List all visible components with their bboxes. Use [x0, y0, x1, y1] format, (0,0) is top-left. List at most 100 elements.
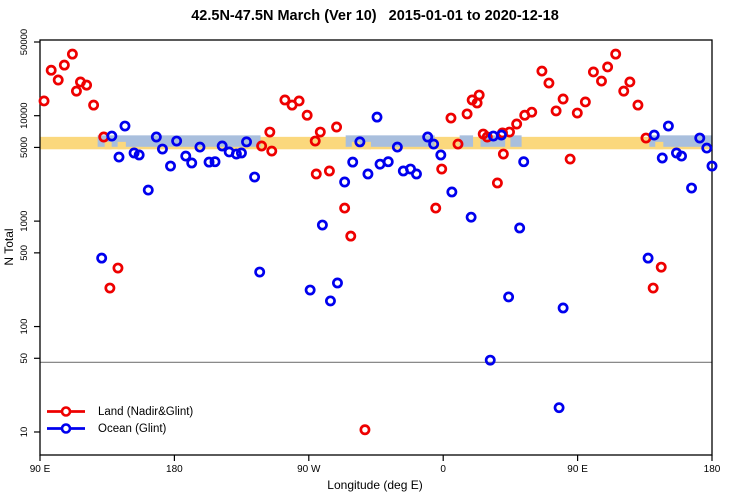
- data-point-ocean: [354, 136, 366, 148]
- y-tick-label: 50000: [19, 29, 30, 55]
- data-point-land: [596, 75, 607, 87]
- data-point-land: [70, 85, 82, 97]
- data-point-land: [345, 230, 357, 242]
- data-point-ocean: [209, 156, 221, 168]
- data-point-ocean: [157, 143, 168, 155]
- data-point-ocean: [694, 132, 706, 144]
- plot-border: [39, 39, 713, 456]
- data-point-land: [45, 64, 57, 76]
- y-tick-label: 10000: [19, 102, 30, 128]
- data-point-ocean: [514, 222, 526, 234]
- ocean-band-segment: [345, 135, 435, 147]
- data-point-land: [557, 93, 569, 105]
- data-point-ocean: [662, 120, 674, 132]
- data-point-land: [452, 138, 464, 150]
- land-fleck: [363, 141, 371, 150]
- data-point-land: [266, 145, 278, 157]
- data-point-ocean: [435, 149, 447, 161]
- legend-label-ocean: Ocean (Glint): [98, 422, 167, 435]
- data-point-land: [430, 202, 442, 214]
- data-point-ocean: [142, 184, 154, 196]
- legend-item-ocean: Ocean (Glint): [44, 420, 193, 437]
- data-point-ocean: [339, 176, 351, 188]
- land-fleck: [104, 141, 112, 150]
- data-point-land: [436, 163, 448, 175]
- data-point-land: [38, 95, 50, 107]
- data-point-ocean: [701, 142, 713, 154]
- data-point-ocean: [484, 354, 496, 366]
- data-point-land: [323, 165, 335, 177]
- data-point-land: [112, 262, 124, 274]
- data-point-land: [587, 66, 599, 78]
- data-point-ocean: [465, 211, 477, 223]
- data-point-ocean: [422, 131, 434, 143]
- data-point-ocean: [236, 147, 247, 159]
- data-point-land: [624, 76, 636, 88]
- data-point-ocean: [557, 302, 569, 314]
- data-point-land: [339, 202, 351, 214]
- data-point-land: [632, 99, 644, 111]
- y-tick-label: 1000: [19, 211, 30, 232]
- data-point-ocean: [203, 156, 215, 168]
- data-point-ocean: [391, 141, 403, 153]
- data-point-land: [52, 74, 64, 86]
- legend-symbol-land-icon: [47, 406, 85, 417]
- data-point-land: [461, 108, 473, 120]
- data-point-ocean: [304, 284, 316, 296]
- data-point-land: [293, 95, 305, 107]
- data-point-land: [618, 85, 630, 97]
- x-tick-label: 180: [166, 464, 183, 475]
- x-tick-label: 0: [440, 464, 446, 475]
- y-tick-label: 500: [19, 245, 30, 261]
- data-point-ocean: [648, 129, 660, 141]
- data-point-ocean: [676, 150, 687, 162]
- land-fleck: [351, 141, 360, 150]
- data-point-ocean: [241, 136, 252, 148]
- legend-label-land: Land (Nadir&Glint): [98, 405, 194, 418]
- data-point-ocean: [186, 157, 198, 169]
- chart-title: 42.5N-47.5N March (Ver 10) 2015-01-01 to…: [191, 8, 559, 24]
- data-point-ocean: [106, 130, 118, 142]
- x-tick-label: 90 E: [567, 464, 588, 475]
- data-point-land: [58, 59, 70, 71]
- land-fleck: [117, 141, 126, 150]
- legend-symbol-ocean-icon: [47, 423, 85, 434]
- data-point-land: [571, 107, 583, 119]
- data-point-land: [81, 79, 93, 91]
- data-point-land: [543, 77, 555, 89]
- data-point-ocean: [119, 120, 131, 132]
- data-point-ocean: [180, 150, 192, 162]
- data-point-land: [264, 126, 276, 138]
- data-point-land: [550, 105, 562, 117]
- data-point-ocean: [411, 168, 422, 180]
- x-tick-label: 180: [704, 464, 721, 475]
- data-point-land: [526, 106, 538, 118]
- data-point-land: [610, 48, 622, 60]
- data-point-land: [491, 177, 503, 189]
- data-point-ocean: [254, 266, 266, 278]
- data-point-ocean: [150, 131, 162, 143]
- data-point-ocean: [113, 151, 125, 163]
- data-point-land: [564, 153, 576, 165]
- y-tick-label: 50: [19, 353, 30, 364]
- data-point-ocean: [686, 182, 697, 194]
- data-point-land: [473, 89, 485, 101]
- data-point-land: [359, 424, 371, 436]
- legend: Land (Nadir&Glint) Ocean (Glint): [44, 403, 193, 437]
- data-point-ocean: [194, 141, 206, 153]
- land-fleck: [655, 141, 664, 150]
- data-point-ocean: [133, 149, 145, 161]
- data-point-land: [104, 282, 116, 294]
- data-point-ocean: [347, 156, 359, 168]
- x-tick-label: 90 W: [297, 464, 321, 475]
- y-tick-label: 10: [19, 427, 30, 438]
- data-point-land: [497, 148, 509, 160]
- ocean-band-segment: [459, 135, 474, 147]
- data-point-ocean: [706, 160, 718, 172]
- data-point-ocean: [171, 135, 183, 147]
- data-point-ocean: [495, 129, 507, 141]
- data-point-land: [256, 140, 268, 152]
- data-point-ocean: [518, 156, 530, 168]
